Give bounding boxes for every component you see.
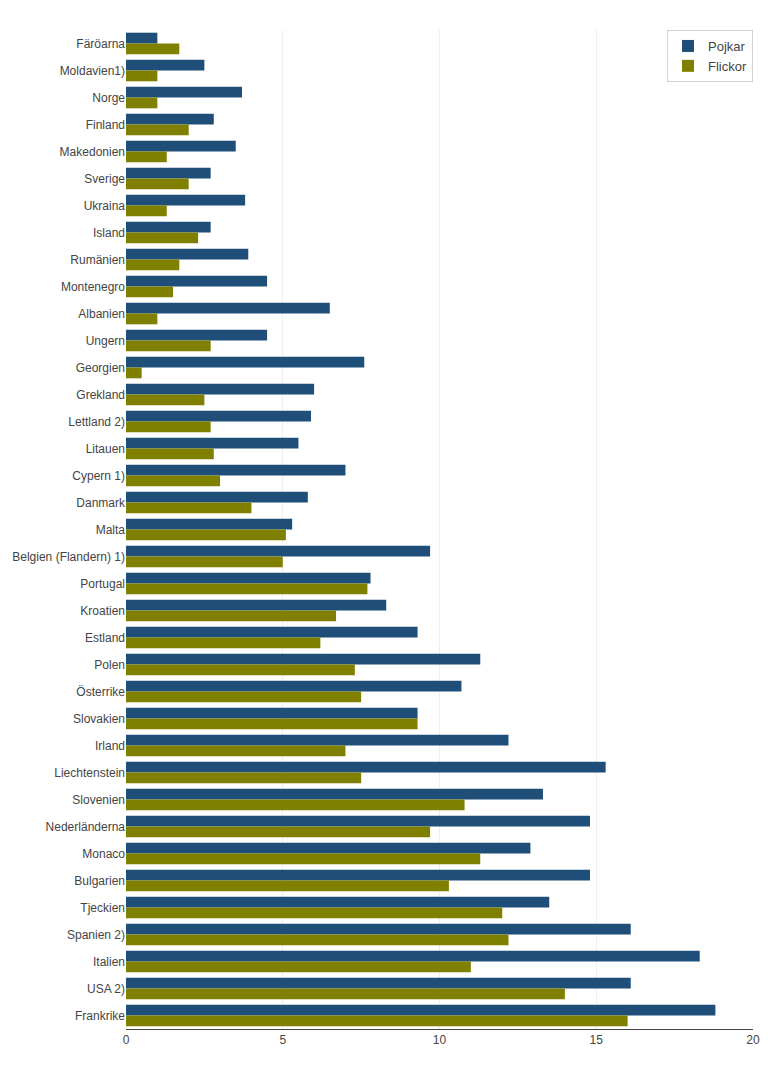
svg-text:Liechtenstein: Liechtenstein — [54, 766, 125, 780]
svg-text:Lettland 2): Lettland 2) — [68, 415, 125, 429]
svg-text:Ukraina: Ukraina — [84, 199, 126, 213]
svg-text:Tjeckien: Tjeckien — [80, 901, 125, 915]
svg-text:Spanien 2): Spanien 2) — [67, 928, 125, 942]
svg-text:Flickor: Flickor — [708, 59, 747, 74]
svg-text:Danmark: Danmark — [76, 496, 126, 510]
svg-text:Monaco: Monaco — [82, 847, 125, 861]
svg-text:Rumänien: Rumänien — [70, 253, 125, 267]
svg-text:Belgien (Flandern) 1): Belgien (Flandern) 1) — [12, 550, 125, 564]
svg-text:Montenegro: Montenegro — [61, 280, 125, 294]
svg-text:Slovakien: Slovakien — [73, 712, 125, 726]
svg-text:Polen: Polen — [94, 658, 125, 672]
svg-text:Pojkar: Pojkar — [708, 39, 746, 54]
svg-text:Italien: Italien — [93, 955, 125, 969]
svg-text:Österrike: Österrike — [76, 685, 125, 699]
svg-text:Norge: Norge — [92, 91, 125, 105]
svg-text:0: 0 — [123, 1033, 130, 1047]
svg-text:Estland: Estland — [85, 631, 125, 645]
svg-text:Malta: Malta — [96, 523, 126, 537]
svg-text:Georgien: Georgien — [76, 361, 125, 375]
svg-text:Portugal: Portugal — [80, 577, 125, 591]
svg-text:USA 2): USA 2) — [87, 982, 125, 996]
svg-text:Slovenien: Slovenien — [72, 793, 125, 807]
svg-text:10: 10 — [433, 1033, 447, 1047]
svg-text:Albanien: Albanien — [78, 307, 125, 321]
svg-text:Litauen: Litauen — [86, 442, 125, 456]
svg-text:Nederländerna: Nederländerna — [46, 820, 126, 834]
svg-text:Bulgarien: Bulgarien — [74, 874, 125, 888]
svg-text:Cypern 1): Cypern 1) — [72, 469, 125, 483]
svg-text:Moldavien1): Moldavien1) — [60, 64, 125, 78]
svg-text:Kroatien: Kroatien — [80, 604, 125, 618]
svg-text:Ungern: Ungern — [86, 334, 125, 348]
svg-text:Finland: Finland — [86, 118, 125, 132]
svg-text:Färöarna: Färöarna — [76, 37, 125, 51]
svg-text:Grekland: Grekland — [76, 388, 125, 402]
svg-text:5: 5 — [279, 1033, 286, 1047]
svg-text:Island: Island — [93, 226, 125, 240]
svg-text:15: 15 — [590, 1033, 604, 1047]
svg-text:Irland: Irland — [95, 739, 125, 753]
svg-text:20: 20 — [746, 1033, 760, 1047]
svg-text:Frankrike: Frankrike — [75, 1009, 125, 1023]
svg-text:Makedonien: Makedonien — [60, 145, 125, 159]
svg-text:Sverige: Sverige — [84, 172, 125, 186]
